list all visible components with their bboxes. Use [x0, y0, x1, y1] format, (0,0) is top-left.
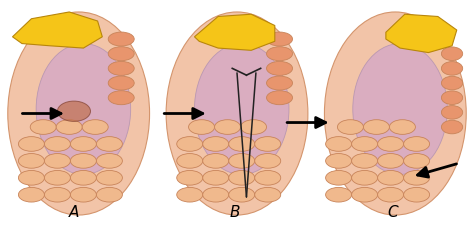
Ellipse shape: [18, 170, 45, 185]
Ellipse shape: [326, 153, 352, 168]
Ellipse shape: [403, 187, 429, 202]
Ellipse shape: [378, 137, 403, 151]
Ellipse shape: [96, 187, 122, 202]
Ellipse shape: [352, 153, 378, 168]
Ellipse shape: [441, 76, 463, 90]
Ellipse shape: [96, 170, 122, 185]
Ellipse shape: [364, 120, 390, 134]
Ellipse shape: [71, 187, 96, 202]
Ellipse shape: [390, 120, 415, 134]
Text: A: A: [69, 205, 79, 220]
Ellipse shape: [266, 32, 292, 46]
Ellipse shape: [352, 170, 378, 185]
Ellipse shape: [326, 187, 352, 202]
Text: B: B: [229, 205, 240, 220]
Ellipse shape: [403, 137, 429, 151]
Ellipse shape: [177, 170, 203, 185]
Ellipse shape: [45, 153, 71, 168]
Ellipse shape: [441, 62, 463, 75]
Ellipse shape: [96, 137, 122, 151]
Ellipse shape: [108, 61, 134, 75]
Polygon shape: [12, 12, 102, 48]
Ellipse shape: [177, 153, 203, 168]
Ellipse shape: [229, 137, 255, 151]
Ellipse shape: [96, 153, 122, 168]
Ellipse shape: [441, 47, 463, 60]
Ellipse shape: [203, 137, 229, 151]
Ellipse shape: [326, 170, 352, 185]
Ellipse shape: [403, 153, 429, 168]
Ellipse shape: [45, 170, 71, 185]
Ellipse shape: [240, 120, 266, 134]
Ellipse shape: [203, 153, 229, 168]
Ellipse shape: [45, 187, 71, 202]
Ellipse shape: [403, 170, 429, 185]
Ellipse shape: [378, 153, 403, 168]
Ellipse shape: [82, 120, 108, 134]
Ellipse shape: [215, 120, 240, 134]
Ellipse shape: [177, 137, 203, 151]
Ellipse shape: [441, 91, 463, 104]
Ellipse shape: [45, 137, 71, 151]
Ellipse shape: [255, 170, 281, 185]
Ellipse shape: [56, 120, 82, 134]
Ellipse shape: [177, 187, 203, 202]
Ellipse shape: [189, 120, 215, 134]
Ellipse shape: [352, 187, 378, 202]
Ellipse shape: [441, 120, 463, 134]
Ellipse shape: [71, 153, 96, 168]
Ellipse shape: [108, 76, 134, 90]
Ellipse shape: [8, 12, 150, 215]
Polygon shape: [194, 14, 275, 50]
Ellipse shape: [266, 76, 292, 90]
Polygon shape: [386, 14, 457, 53]
Ellipse shape: [194, 44, 289, 174]
Ellipse shape: [203, 187, 229, 202]
Ellipse shape: [266, 47, 292, 61]
Ellipse shape: [18, 187, 45, 202]
Ellipse shape: [352, 137, 378, 151]
Ellipse shape: [71, 137, 96, 151]
Ellipse shape: [266, 91, 292, 105]
Ellipse shape: [166, 12, 308, 215]
Ellipse shape: [441, 106, 463, 119]
Ellipse shape: [353, 44, 447, 174]
Ellipse shape: [324, 12, 466, 215]
Ellipse shape: [18, 153, 45, 168]
Text: C: C: [388, 205, 398, 220]
Ellipse shape: [108, 91, 134, 105]
Ellipse shape: [71, 170, 96, 185]
Ellipse shape: [255, 137, 281, 151]
Ellipse shape: [266, 61, 292, 75]
Ellipse shape: [255, 187, 281, 202]
Ellipse shape: [229, 187, 255, 202]
Ellipse shape: [18, 137, 45, 151]
Ellipse shape: [36, 44, 131, 174]
Ellipse shape: [30, 120, 56, 134]
Ellipse shape: [108, 47, 134, 61]
Ellipse shape: [337, 120, 364, 134]
Ellipse shape: [378, 187, 403, 202]
Ellipse shape: [203, 170, 229, 185]
Ellipse shape: [255, 153, 281, 168]
Ellipse shape: [229, 153, 255, 168]
Ellipse shape: [378, 170, 403, 185]
Ellipse shape: [229, 170, 255, 185]
Ellipse shape: [326, 137, 352, 151]
Ellipse shape: [108, 32, 134, 46]
Ellipse shape: [57, 101, 91, 121]
